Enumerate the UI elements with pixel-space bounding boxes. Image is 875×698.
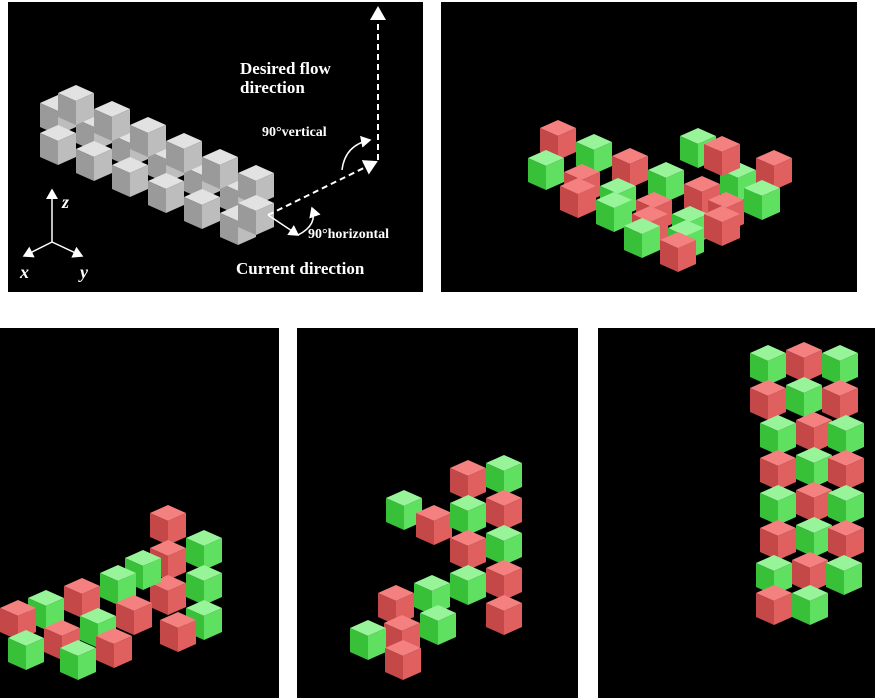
panel-d bbox=[297, 328, 578, 698]
panel-e bbox=[598, 328, 875, 698]
annotation: Current direction bbox=[236, 259, 365, 278]
panel-c bbox=[0, 328, 279, 698]
panel-a: Desired flow direction 90°vertical 90°ho… bbox=[8, 2, 423, 292]
annotation: 90°vertical bbox=[262, 125, 327, 140]
axis-label: y bbox=[78, 262, 89, 282]
annotation: Desired flow bbox=[240, 59, 332, 78]
current-arrow bbox=[267, 214, 300, 236]
flow-arrow bbox=[267, 160, 378, 216]
axis-label: x bbox=[19, 262, 29, 282]
turn-arrow bbox=[341, 135, 372, 171]
axis-label: z bbox=[61, 192, 69, 212]
annotation: 90°horizontal bbox=[308, 227, 389, 242]
panel-b bbox=[441, 2, 857, 292]
axes-icon bbox=[22, 188, 84, 258]
turn-arrow bbox=[297, 206, 321, 236]
annotation: direction bbox=[240, 78, 305, 97]
